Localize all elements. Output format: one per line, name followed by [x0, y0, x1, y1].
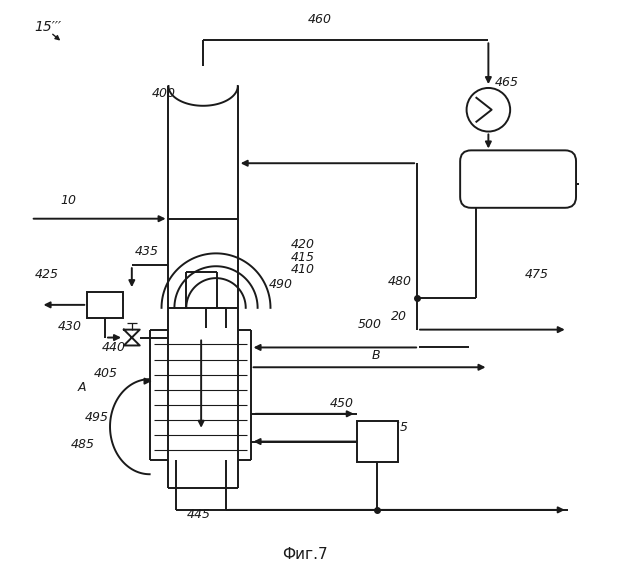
Text: 420: 420 [291, 239, 314, 251]
Text: 410: 410 [291, 263, 314, 276]
Text: 490: 490 [269, 278, 292, 291]
Text: B: B [371, 349, 380, 363]
Text: 460: 460 [308, 13, 332, 26]
Text: 445: 445 [186, 508, 211, 521]
Text: 500: 500 [358, 318, 381, 331]
Text: 400: 400 [152, 87, 175, 100]
Circle shape [467, 88, 510, 132]
Text: 440: 440 [102, 342, 126, 354]
Text: 430: 430 [58, 320, 81, 333]
Text: 455: 455 [385, 421, 408, 434]
Text: 10: 10 [61, 194, 77, 207]
Bar [87, 292, 123, 318]
Text: 15′′′: 15′′′ [35, 20, 62, 34]
FancyBboxPatch shape [460, 150, 576, 208]
Text: 405: 405 [94, 367, 118, 380]
Text: 475: 475 [525, 268, 549, 281]
Text: 470: 470 [553, 153, 577, 166]
Text: Фиг.7: Фиг.7 [282, 548, 328, 562]
Text: 415: 415 [291, 251, 314, 264]
Text: A: A [77, 381, 86, 394]
Text: 485: 485 [70, 438, 95, 452]
Text: 480: 480 [387, 275, 412, 288]
Text: 435: 435 [135, 246, 159, 258]
Text: 495: 495 [84, 411, 108, 424]
Text: 465: 465 [494, 76, 518, 89]
Text: 450: 450 [330, 397, 354, 410]
Bar [356, 421, 398, 462]
Text: 20: 20 [391, 310, 407, 323]
Text: 425: 425 [35, 268, 59, 281]
